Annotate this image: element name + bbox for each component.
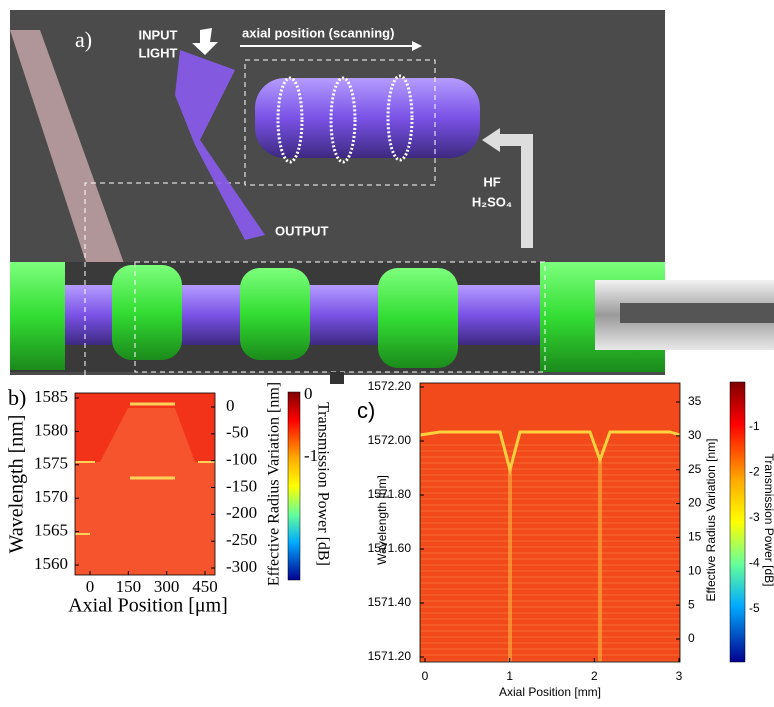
y2-tick-label: -200 (226, 503, 257, 522)
panel-a: a) INPUT LIGHT axial position (scanning)… (10, 10, 774, 375)
figure: a) INPUT LIGHT axial position (scanning)… (0, 0, 774, 702)
y2-tick-label: 25 (688, 462, 702, 476)
y-tick-label: 1580 (34, 420, 68, 439)
colorbar-tick-label: -5 (749, 601, 760, 615)
colorbar (730, 382, 745, 662)
y2-tick-label: 20 (688, 496, 702, 510)
y-tick-label: 1570 (34, 487, 68, 506)
y-tick-label: 1560 (34, 554, 68, 573)
y2-tick-label: -150 (226, 476, 257, 495)
x-tick-label: 450 (192, 577, 218, 596)
y-tick-label: 1571.40 (368, 595, 412, 609)
y2-tick-label: 5 (688, 597, 695, 611)
input-label: INPUT (139, 27, 178, 42)
input-label: LIGHT (139, 45, 178, 60)
x-axis-label: Axial Position [μm] (68, 595, 228, 617)
panel-c-heatmap (420, 382, 745, 662)
etchant-label: H₂SO₄ (472, 194, 512, 209)
zoom-cylinder (255, 78, 480, 158)
y-tick-label: 1571.60 (368, 541, 412, 555)
etchant-label: HF (483, 174, 500, 189)
colorbar-tick-label: -4 (749, 556, 760, 570)
x-tick-label: 1 (506, 669, 513, 683)
y-tick-label: 1572.00 (368, 433, 412, 447)
y-tick-label: 1585 (34, 387, 68, 406)
y2-axis-label: Effective Radius Variation [nm] (266, 382, 283, 586)
y2-tick-label: 0 (688, 631, 695, 645)
marker (330, 372, 344, 384)
y2-tick-label: -250 (226, 530, 257, 549)
panel-label: b) (8, 385, 26, 410)
colorbar-tick-label: -3 (749, 510, 760, 524)
scan-label: axial position (scanning) (242, 25, 394, 40)
y-axis-label: Wavelength [nm] (6, 415, 28, 554)
colorbar (288, 392, 300, 580)
panel-label: a) (75, 27, 92, 52)
y-tick-label: 1571.80 (368, 487, 412, 501)
fiber-photo-core (620, 303, 774, 323)
panel-label: c) (357, 398, 375, 423)
x-tick-label: 150 (116, 577, 142, 596)
y-tick-label: 1565 (34, 521, 68, 540)
y-tick-label: 1571.20 (368, 649, 412, 663)
colorbar-tick-label: 0 (304, 384, 313, 403)
y2-tick-label: -300 (226, 557, 257, 576)
x-tick-label: 3 (676, 669, 683, 683)
x-tick-label: 0 (422, 669, 429, 683)
y-tick-label: 1575 (34, 454, 68, 473)
y2-tick-label: 15 (688, 530, 702, 544)
colorbar-tick-label: -2 (749, 465, 760, 479)
x-tick-label: 0 (86, 577, 95, 596)
y2-tick-label: -100 (226, 450, 257, 469)
y2-tick-label: 35 (688, 394, 702, 408)
y2-axis-label: Effective Radius Variation [nm] (704, 439, 718, 602)
colorbar-tick-label: -1 (749, 419, 760, 433)
x-tick-label: 2 (591, 669, 598, 683)
y-tick-label: 1572.20 (368, 379, 412, 393)
x-tick-label: 300 (154, 577, 180, 596)
y2-tick-label: 10 (688, 563, 702, 577)
colorbar-label: Transmission Power [dB] (314, 402, 331, 566)
y2-tick-label: 30 (688, 428, 702, 442)
y2-tick-label: 0 (226, 396, 235, 415)
output-label: OUTPUT (275, 223, 329, 238)
x-axis-label: Axial Position [mm] (499, 685, 601, 699)
y-axis-label: Wavelength [nm] (375, 475, 389, 565)
colorbar-label: Transmission Power [dB] (762, 454, 774, 587)
y2-tick-label: -50 (226, 423, 249, 442)
